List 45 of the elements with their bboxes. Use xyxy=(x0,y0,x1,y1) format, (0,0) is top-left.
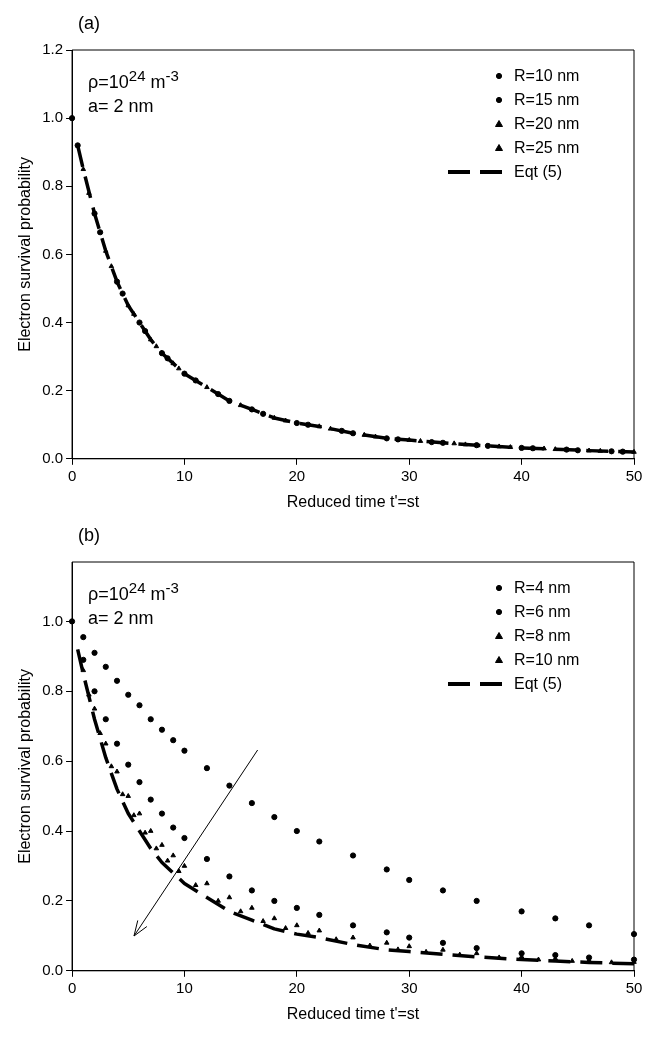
y-axis-title: Electron survival probability xyxy=(16,669,34,864)
annotation: a= 2 nm xyxy=(88,95,155,118)
legend-label: R=8 nm xyxy=(514,627,572,645)
y-tick-label: 0.2 xyxy=(42,380,64,398)
x-tick-label: 10 xyxy=(176,978,193,996)
x-axis-title: Reduced time t'=st xyxy=(286,1004,420,1022)
x-tick-label: 30 xyxy=(400,978,418,996)
legend-label: R=25 nm xyxy=(514,139,581,157)
x-tick-label: 50 xyxy=(625,466,643,484)
y-tick-label: 1.0 xyxy=(42,611,64,629)
y-tick-label: 0.6 xyxy=(42,244,64,262)
y-tick-label: 0.4 xyxy=(42,821,64,839)
legend-label: Eqt (5) xyxy=(514,675,563,693)
x-tick-label: 0 xyxy=(67,978,77,996)
y-tick-label: 0.6 xyxy=(42,751,64,769)
x-tick-label: 40 xyxy=(513,466,530,484)
annotation: a= 2 nm xyxy=(88,607,155,630)
legend-label: R=20 nm xyxy=(514,115,581,133)
legend-label: R=15 nm xyxy=(514,91,581,109)
x-tick-label: 30 xyxy=(400,466,418,484)
legend-label: R=4 nm xyxy=(514,579,572,597)
y-tick-label: 0.0 xyxy=(42,960,64,978)
legend-label: R=6 nm xyxy=(514,603,572,621)
legend-label: R=10 nm xyxy=(514,67,581,85)
x-axis-title: Reduced time t'=st xyxy=(286,492,420,510)
chart-title: (b) xyxy=(77,524,101,547)
y-tick-label: 0.0 xyxy=(42,448,64,466)
x-tick-label: 20 xyxy=(288,978,306,996)
x-tick-label: 40 xyxy=(513,978,530,996)
x-tick-label: 10 xyxy=(176,466,193,484)
legend-label: R=10 nm xyxy=(514,651,581,669)
legend-label: Eqt (5) xyxy=(514,163,563,181)
y-tick-label: 0.2 xyxy=(42,891,64,909)
y-tick-label: 0.4 xyxy=(42,312,64,330)
chart-title: (a) xyxy=(77,12,101,35)
y-tick-label: 1.2 xyxy=(42,40,64,58)
annotation: ρ=10$^{24}$ m$^{-3}$ xyxy=(88,66,179,94)
y-tick-label: 1.0 xyxy=(42,108,64,126)
y-tick-label: 0.8 xyxy=(42,681,64,699)
annotation: ρ=10$^{24}$ m$^{-3}$ xyxy=(88,578,179,606)
x-tick-label: 0 xyxy=(67,466,77,484)
x-tick-label: 20 xyxy=(288,466,306,484)
y-axis-title: Electron survival probability xyxy=(16,157,34,352)
x-tick-label: 50 xyxy=(625,978,643,996)
y-tick-label: 0.8 xyxy=(42,176,64,194)
